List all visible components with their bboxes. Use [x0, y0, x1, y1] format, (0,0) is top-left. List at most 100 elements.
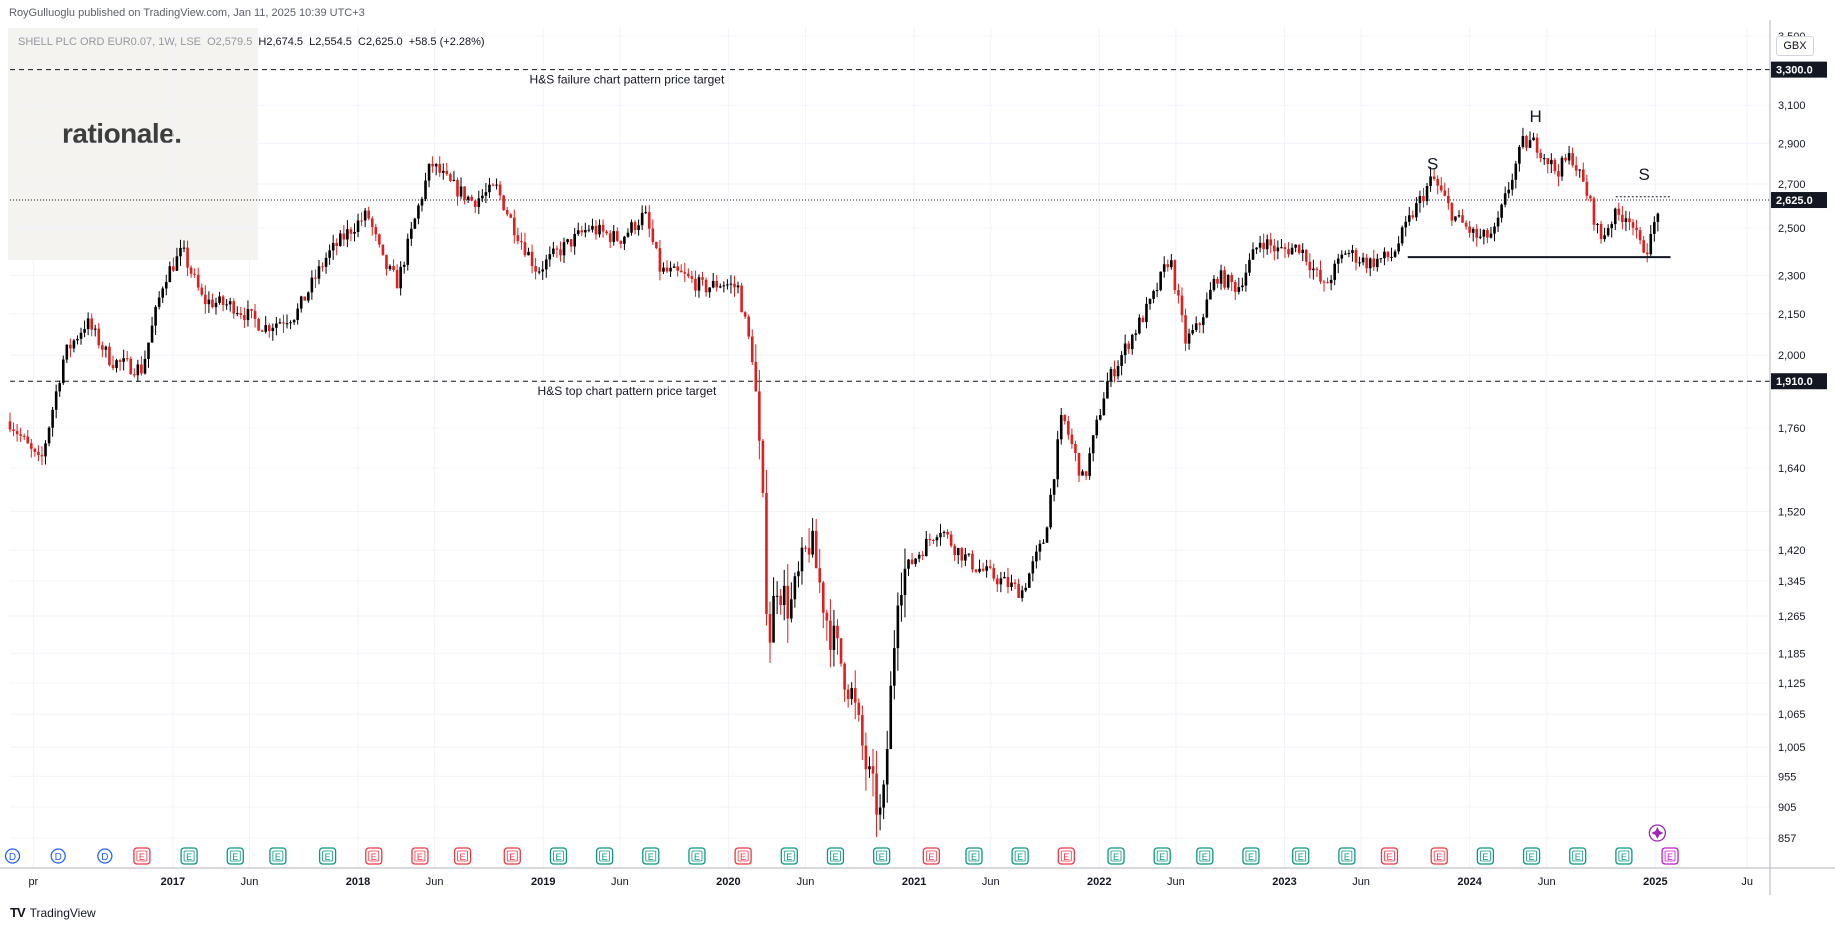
earnings-marker[interactable]: E: [133, 847, 151, 865]
earnings-marker[interactable]: E: [269, 847, 287, 865]
svg-text:E: E: [694, 852, 700, 862]
legend-change: +58.5 (+2.28%): [408, 36, 485, 48]
dividend-marker[interactable]: D: [4, 848, 21, 864]
candle: [1400, 225, 1404, 246]
earnings-marker[interactable]: E: [318, 847, 337, 865]
candle: [129, 356, 133, 375]
candle: [1187, 328, 1191, 350]
candle: [715, 275, 719, 292]
candle: [406, 233, 410, 271]
earnings-marker[interactable]: E: [1430, 847, 1448, 865]
candle: [608, 230, 612, 248]
earnings-marker[interactable]: E: [1522, 847, 1541, 865]
candle: [346, 220, 349, 248]
dividend-marker[interactable]: D: [50, 848, 66, 864]
candle: [669, 261, 672, 277]
candle: [1645, 243, 1649, 263]
candle: [76, 335, 79, 345]
candle: [1237, 277, 1241, 295]
candle: [1507, 181, 1511, 199]
candle: [1574, 156, 1578, 177]
candle: [186, 240, 189, 277]
candle: [1596, 223, 1599, 234]
candle: [225, 298, 228, 310]
currency-selector[interactable]: GBX: [1776, 36, 1814, 56]
candle: [697, 274, 701, 298]
svg-text:E: E: [1436, 852, 1442, 862]
earnings-marker[interactable]: E: [1107, 847, 1125, 865]
earnings-marker[interactable]: E: [1476, 847, 1495, 865]
candle: [147, 342, 150, 368]
candle: [999, 571, 1003, 593]
earnings-marker[interactable]: E: [1292, 847, 1310, 865]
candle: [434, 163, 438, 176]
earnings-marker[interactable]: E: [1338, 847, 1356, 865]
candle: [253, 303, 257, 328]
candle: [676, 261, 679, 277]
earnings-marker[interactable]: E: [1661, 847, 1679, 865]
time-tick-label: 2019: [531, 876, 555, 888]
candle: [726, 279, 729, 290]
earnings-marker[interactable]: E: [1196, 847, 1214, 865]
earnings-marker[interactable]: E: [503, 847, 521, 865]
candle: [47, 426, 51, 447]
earnings-marker[interactable]: E: [780, 847, 798, 865]
candle: [1407, 206, 1411, 226]
earnings-marker[interactable]: E: [1057, 847, 1075, 865]
earnings-marker[interactable]: E: [1153, 847, 1171, 865]
candle: [1404, 215, 1408, 237]
candle: [133, 368, 136, 378]
svg-text:D: D: [9, 852, 16, 863]
earnings-marker[interactable]: E: [180, 847, 198, 865]
earnings-marker[interactable]: E: [1242, 847, 1260, 865]
earnings-marker[interactable]: E: [1011, 847, 1029, 865]
earnings-marker[interactable]: E: [226, 847, 244, 865]
candle: [935, 534, 939, 547]
candle: [1077, 452, 1081, 483]
candle: [1148, 298, 1152, 310]
candle: [267, 323, 271, 338]
earnings-marker[interactable]: E: [734, 847, 752, 865]
candle: [566, 238, 569, 245]
price-tick-label: 857: [1778, 833, 1796, 845]
candle: [711, 272, 715, 289]
candle: [765, 469, 768, 626]
svg-text:E: E: [417, 852, 423, 862]
candle: [331, 234, 335, 260]
candle: [683, 262, 687, 282]
earnings-marker[interactable]: E: [965, 847, 983, 865]
earnings-marker[interactable]: E: [872, 847, 891, 865]
earnings-marker[interactable]: E: [922, 847, 940, 865]
price-tick-label: 1,520: [1778, 506, 1806, 518]
earnings-marker[interactable]: E: [595, 847, 614, 865]
dividend-marker[interactable]: D: [97, 848, 113, 864]
svg-text:E: E: [928, 852, 934, 862]
earnings-marker[interactable]: E: [642, 847, 660, 865]
legend-open: O2,579.5: [207, 36, 253, 48]
price-tick-label: 2,900: [1778, 138, 1806, 150]
earnings-marker[interactable]: E: [365, 847, 383, 865]
earnings-marker[interactable]: E: [826, 847, 845, 865]
earnings-marker[interactable]: E: [1615, 847, 1633, 865]
candle: [733, 275, 736, 297]
candle: [1571, 147, 1574, 168]
earnings-marker[interactable]: E: [453, 847, 472, 865]
svg-text:E: E: [1202, 852, 1208, 862]
candle: [1223, 266, 1226, 290]
candle: [1088, 447, 1091, 480]
candle: [889, 671, 893, 750]
candle: [1027, 572, 1031, 589]
candle: [90, 313, 93, 337]
candle: [488, 177, 491, 198]
earnings-marker[interactable]: E: [688, 847, 706, 865]
earnings-marker[interactable]: E: [411, 847, 429, 865]
candle: [1386, 251, 1390, 262]
earnings-marker[interactable]: E: [1569, 847, 1587, 865]
earnings-marker[interactable]: E: [549, 847, 568, 865]
candle: [498, 180, 502, 201]
candle: [1209, 282, 1212, 300]
upcoming-events-icon[interactable]: [1648, 824, 1667, 842]
earnings-marker[interactable]: E: [1380, 847, 1399, 865]
candle: [1486, 228, 1489, 244]
